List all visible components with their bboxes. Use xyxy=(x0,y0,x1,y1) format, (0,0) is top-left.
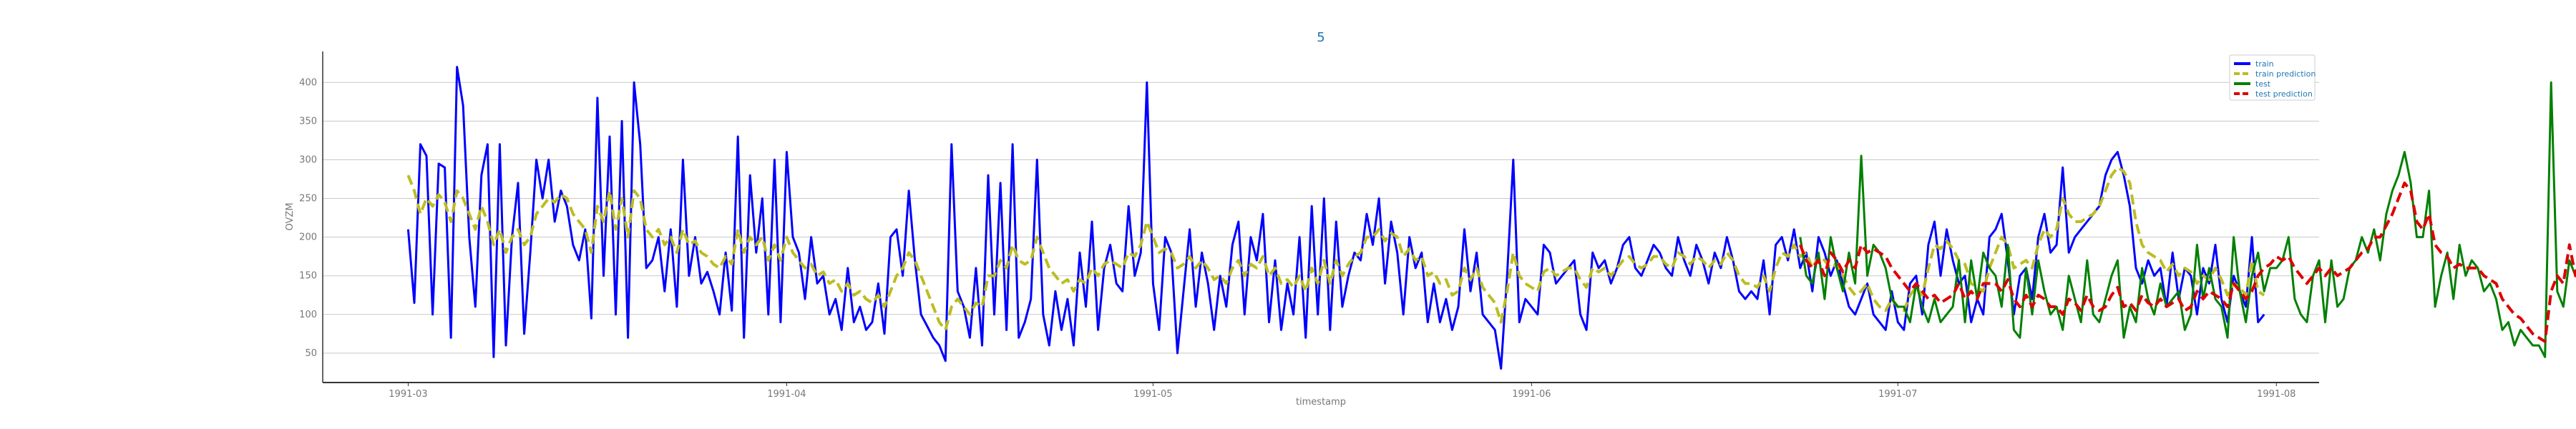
axes xyxy=(322,51,2319,383)
series-line-test-prediction xyxy=(1798,181,2576,343)
x-tick-label: 1991-06 xyxy=(1512,389,1551,400)
x-ticks: 1991-03 1991-04 1991-05 1991-06 1991-07 1991-… xyxy=(389,383,2296,400)
y-tick-label: 250 xyxy=(299,194,317,204)
series-line-train-prediction xyxy=(406,166,2265,332)
y-axis-label: OVZM xyxy=(285,202,296,230)
y-tick-label: 400 xyxy=(299,77,317,88)
y-tick-label: 200 xyxy=(299,232,317,243)
y-tick-label: 300 xyxy=(299,154,317,165)
legend-label: test prediction xyxy=(2255,89,2313,99)
y-tick-label: 150 xyxy=(299,271,317,282)
x-tick-label: 1991-04 xyxy=(767,389,806,400)
series-layer xyxy=(406,66,2576,370)
y-ticks: 50 100 150 200 250 300 350 400 xyxy=(299,77,317,359)
y-tick-label: 100 xyxy=(299,310,317,320)
y-tick-label: 50 xyxy=(305,348,317,359)
legend-label: train prediction xyxy=(2255,69,2316,79)
chart-title: 5 xyxy=(1317,30,1324,45)
x-tick-label: 1991-08 xyxy=(2257,389,2296,400)
legend-box xyxy=(2229,54,2316,101)
y-tick-label: 350 xyxy=(299,116,317,127)
x-axis-label: timestamp xyxy=(1296,397,1346,408)
legend-label: test xyxy=(2255,79,2271,89)
series-line-train xyxy=(406,66,2265,370)
x-tick-label: 1991-07 xyxy=(1878,389,1917,400)
legend-label: train xyxy=(2255,59,2274,69)
series-line-test xyxy=(1799,81,2576,358)
x-tick-label: 1991-03 xyxy=(389,389,427,400)
x-tick-label: 1991-05 xyxy=(1133,389,1172,400)
